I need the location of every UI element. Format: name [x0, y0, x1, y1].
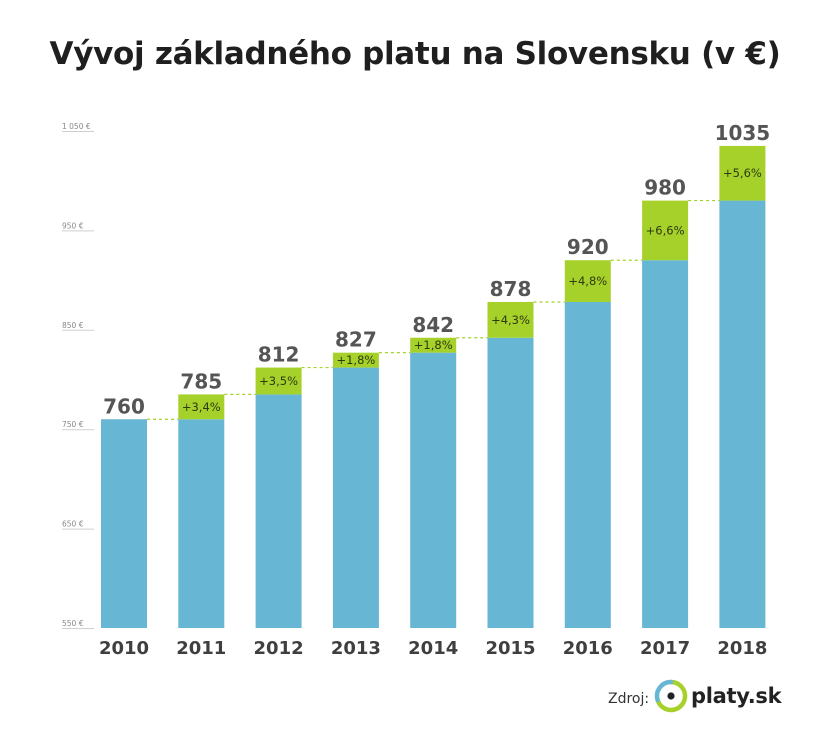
y-tick-label: 850 € [62, 321, 84, 330]
value-label: 827 [335, 328, 377, 352]
x-tick-label: 2011 [176, 638, 226, 659]
bar-base [255, 394, 302, 628]
bar-base [178, 419, 225, 628]
value-label: 842 [412, 313, 454, 337]
bar-base [719, 200, 766, 628]
x-tick-label: 2013 [331, 638, 381, 659]
y-tick-label: 1 050 € [62, 122, 91, 131]
x-tick-label: 2014 [408, 638, 458, 659]
bar-base [410, 352, 457, 628]
y-tick-label: 650 € [62, 520, 84, 529]
value-label: 1035 [715, 121, 771, 145]
growth-label: +5,6% [723, 166, 762, 180]
x-tick-label: 2015 [485, 638, 535, 659]
growth-label: +1,8% [336, 353, 375, 367]
value-label: 785 [180, 369, 222, 393]
bar-increase [178, 394, 225, 420]
bar-increase [332, 352, 379, 368]
source-label: Zdroj: [608, 691, 650, 707]
growth-label: +3,5% [259, 374, 298, 388]
growth-label: +4,8% [568, 274, 607, 288]
growth-label: +1,8% [414, 338, 453, 352]
source-logo-text: platy.sk [691, 684, 782, 708]
growth-label: +3,4% [182, 400, 221, 414]
y-tick-label: 750 € [62, 420, 84, 429]
value-label: 878 [490, 277, 532, 301]
platy-logo-icon [654, 679, 688, 713]
value-label: 812 [258, 343, 300, 367]
bar-increase [487, 301, 534, 338]
y-tick-label: 950 € [62, 221, 84, 230]
value-label: 760 [103, 394, 145, 418]
x-tick-label: 2010 [99, 638, 149, 659]
growth-label: +4,3% [491, 313, 530, 327]
bar-base [487, 337, 534, 628]
bar-base [332, 367, 379, 628]
bar-base [101, 419, 147, 628]
bar-increase [564, 260, 611, 302]
value-label: 980 [644, 176, 686, 200]
y-tick-label: 550 € [62, 619, 84, 628]
bar-base [642, 260, 689, 628]
bar-increase [719, 145, 766, 201]
bar-increase [410, 337, 457, 353]
bar-increase [642, 200, 689, 261]
growth-label: +6,6% [646, 223, 685, 237]
value-label: 920 [567, 235, 609, 259]
bar-increase [255, 367, 302, 395]
x-tick-label: 2017 [640, 638, 690, 659]
x-tick-label: 2012 [254, 638, 304, 659]
x-tick-label: 2016 [563, 638, 613, 659]
bar-base [564, 301, 611, 628]
chart-title: Vývoj základného platu na Slovensku (v €… [49, 36, 781, 72]
x-tick-label: 2018 [717, 638, 767, 659]
